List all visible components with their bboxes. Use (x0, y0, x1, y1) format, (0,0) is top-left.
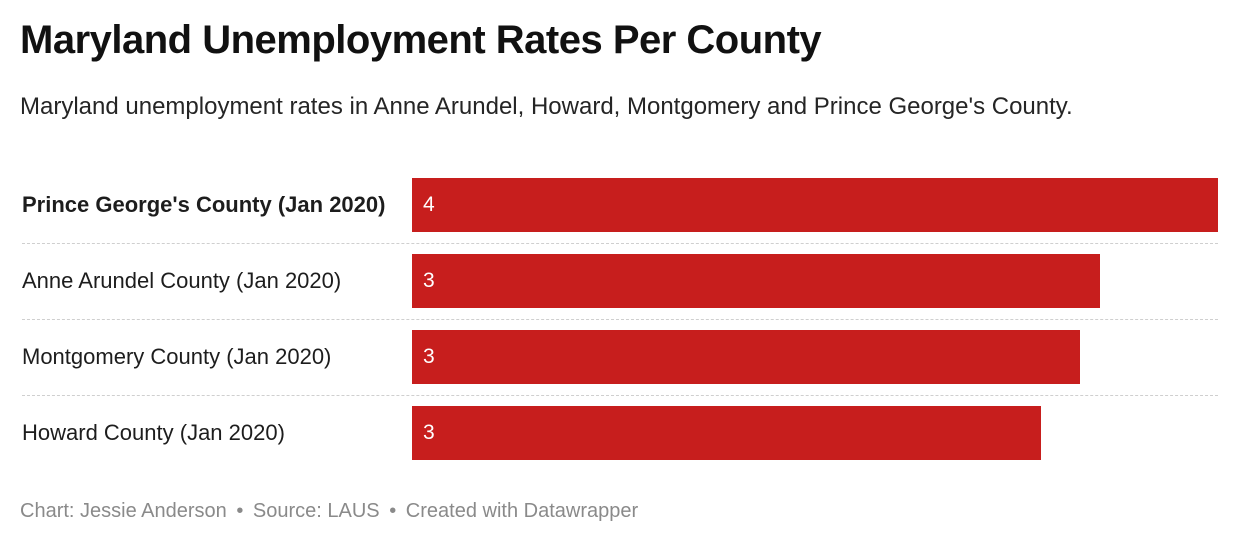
footer-separator: • (236, 500, 244, 522)
bar: 3 (412, 406, 1041, 460)
bar-value-label: 3 (423, 421, 435, 444)
category-label: Howard County (Jan 2020) (22, 420, 285, 445)
footer-separator: • (389, 500, 397, 522)
row-divider (22, 243, 1218, 244)
bar-value-label: 3 (423, 345, 435, 368)
bar-row: Prince George's County (Jan 2020) 4 (20, 178, 1218, 232)
datawrapper-credit-link[interactable]: Created with Datawrapper (405, 500, 639, 522)
chart-subtitle: Maryland unemployment rates in Anne Arun… (20, 93, 1073, 120)
bar-row: Anne Arundel County (Jan 2020) 3 (20, 254, 1218, 308)
row-divider (22, 319, 1218, 320)
bar: 3 (412, 254, 1100, 308)
bar-row: Montgomery County (Jan 2020) 3 (20, 330, 1218, 384)
bar-chart: Prince George's County (Jan 2020) 4 Anne A… (20, 178, 1218, 460)
chart-title: Maryland Unemployment Rates Per County (20, 18, 822, 62)
bar-value-label: 3 (423, 269, 435, 292)
chart-footer: Chart: Jessie Anderson • Source: LAUS • … (20, 500, 638, 523)
bar: 4 (412, 178, 1218, 232)
row-divider (22, 395, 1218, 396)
chart-credit: Chart: Jessie Anderson (20, 500, 227, 522)
category-label: Montgomery County (Jan 2020) (22, 344, 332, 369)
chart-source: Source: LAUS (252, 500, 380, 522)
bar-value-label: 4 (423, 193, 435, 216)
bar-row: Howard County (Jan 2020) 3 (20, 406, 1218, 460)
category-label: Anne Arundel County (Jan 2020) (22, 268, 342, 293)
bar: 3 (412, 330, 1080, 384)
category-label: Prince George's County (Jan 2020) (22, 192, 386, 217)
